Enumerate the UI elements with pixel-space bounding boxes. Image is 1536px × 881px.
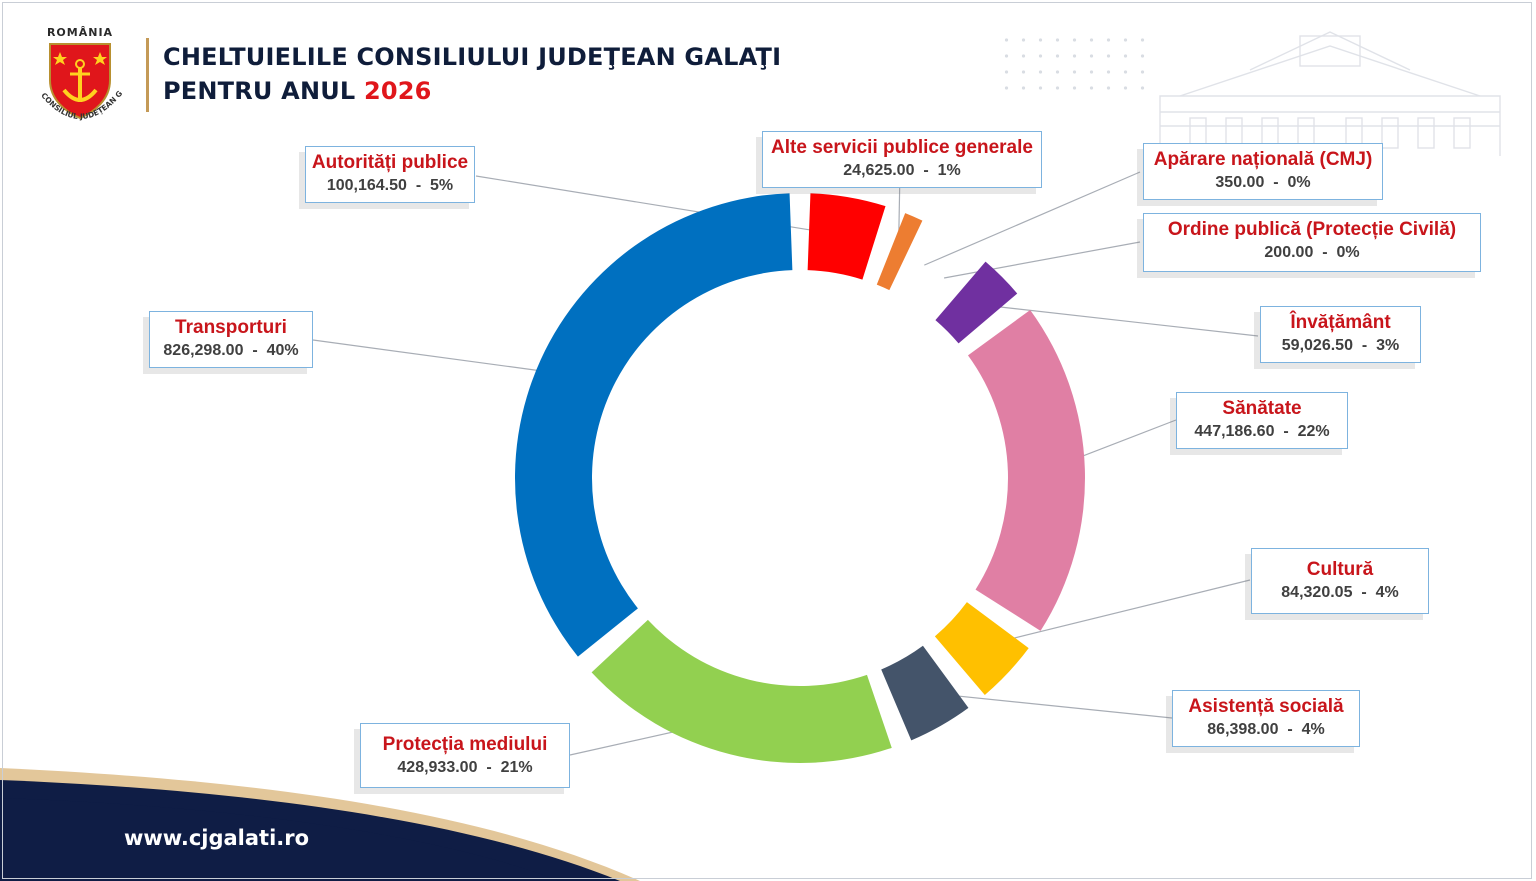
- label-ordine-publica: Ordine publică (Protecție Civilă) 200.00…: [1143, 213, 1481, 272]
- slice-label-title: Transporturi: [175, 317, 287, 338]
- label-cultura: Cultură 84,320.05 - 4%: [1251, 548, 1429, 614]
- slice-label-value: 447,186.60 - 22%: [1194, 423, 1330, 440]
- footer-wave-band: [0, 768, 640, 881]
- decorative-dot-grid: [998, 32, 1148, 96]
- donut-slice-7: [934, 602, 1029, 695]
- slice-label-value: 100,164.50 - 5%: [326, 177, 454, 194]
- label-transporturi: Transporturi 826,298.00 - 40%: [149, 311, 313, 368]
- slice-label-value: 428,933.00 - 21%: [397, 759, 533, 776]
- slice-label-title: Apărare națională (CMJ): [1153, 149, 1373, 170]
- donut-slice-6: [967, 309, 1085, 631]
- label-sanatate: Sănătate 447,186.60 - 22%: [1176, 392, 1348, 449]
- leader-line-4: [943, 241, 1141, 279]
- label-autoritati-publice: Autorități publice 100,164.50 - 5%: [305, 146, 475, 203]
- label-alte-servicii: Alte servicii publice generale 24,625.00…: [762, 131, 1042, 188]
- shield-icon: [49, 43, 111, 120]
- leader-line-10: [312, 339, 576, 377]
- donut-slice-8: [881, 645, 969, 741]
- slice-label-title: Sănătate: [1222, 398, 1302, 419]
- slice-label-title: Protecția mediului: [382, 734, 548, 755]
- slice-label-title: Învățământ: [1290, 312, 1391, 333]
- label-aparare-nationala: Apărare națională (CMJ) 350.00 - 0%: [1143, 143, 1383, 200]
- title-line-1: CHELTUIELILE CONSILIULUI JUDEŢEAN GALAŢI: [163, 43, 782, 71]
- crest-country-text: ROMÂNIA: [46, 26, 114, 39]
- label-invatamant: Învățământ 59,026.50 - 3%: [1260, 306, 1421, 363]
- title-line-2: PENTRU ANUL 2026: [163, 74, 781, 108]
- leader-line-5: [974, 303, 1259, 337]
- donut-slice-2: [876, 213, 923, 291]
- slice-label-title: Cultură: [1306, 559, 1374, 580]
- slice-label-title: Alte servicii publice generale: [771, 137, 1033, 158]
- slice-label-value: 86,398.00 - 4%: [1207, 721, 1325, 738]
- donut-slice-9: [591, 619, 892, 763]
- leader-line-8: [921, 691, 1173, 719]
- leader-line-7: [979, 579, 1251, 648]
- slice-label-value: 200.00 - 0%: [1264, 244, 1360, 261]
- website-link[interactable]: www.cjgalati.ro: [124, 826, 310, 850]
- slice-label-title: Autorități publice: [311, 152, 469, 173]
- title-prefix: PENTRU ANUL: [163, 77, 356, 105]
- leader-line-3: [924, 171, 1141, 266]
- slice-label-value: 59,026.50 - 3%: [1281, 337, 1400, 354]
- slice-label-value: 24,625.00 - 1%: [843, 162, 961, 179]
- slice-label-value: 826,298.00 - 40%: [163, 342, 299, 359]
- donut-slice-1: [807, 193, 886, 280]
- crest-ribbon-icon: CONSILIUL JUDEȚEAN GALAȚI: [30, 86, 124, 121]
- slice-label-value: 350.00 - 0%: [1215, 174, 1311, 191]
- label-asistenta-sociala: Asistență socială 86,398.00 - 4%: [1172, 690, 1360, 747]
- page-title: CHELTUIELILE CONSILIULUI JUDEŢEAN GALAŢI…: [163, 40, 781, 108]
- county-crest-logo: ROMÂNIA CONSILIUL JUDEȚEAN GALAȚI: [30, 26, 130, 146]
- slice-label-value: 84,320.05 - 4%: [1281, 584, 1399, 601]
- donut-slice-10: [515, 193, 793, 657]
- label-protectia-mediului: Protecția mediului 428,933.00 - 21%: [360, 723, 570, 788]
- donut-slice-5: [935, 261, 1018, 344]
- slice-label-title: Asistență socială: [1188, 696, 1344, 717]
- slice-label-title: Ordine publică (Protecție Civilă): [1167, 219, 1457, 240]
- title-accent-bar: [146, 38, 149, 112]
- title-year: 2026: [363, 77, 432, 105]
